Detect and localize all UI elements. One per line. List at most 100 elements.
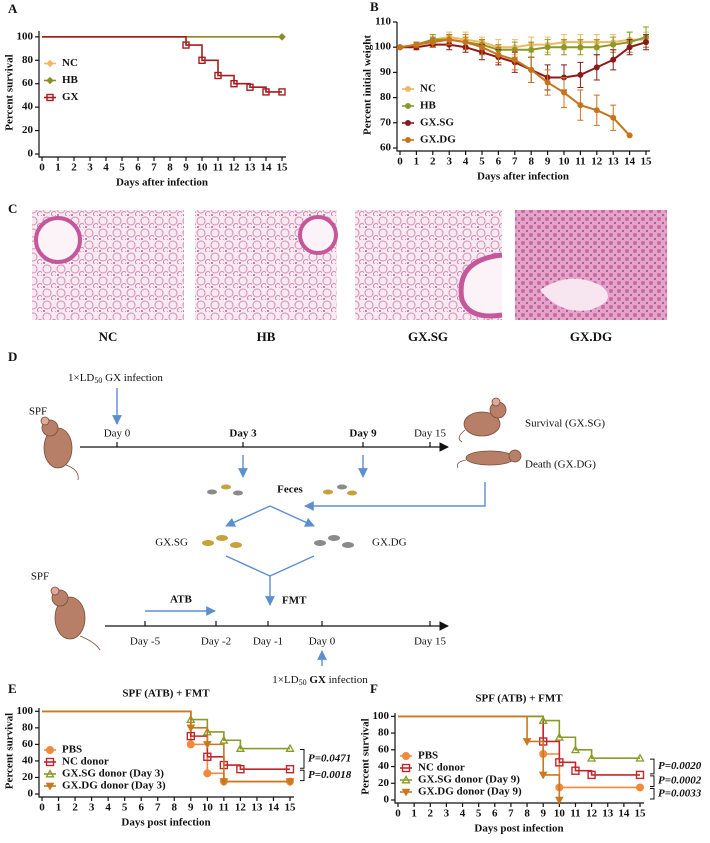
y-tick-label: 70 [380, 116, 392, 128]
series-line [398, 715, 561, 800]
significance-bracket [650, 758, 655, 775]
marker [278, 33, 286, 41]
legend-marker [401, 763, 411, 773]
x-tick-label: 13 [602, 808, 614, 820]
x-axis-label: Days post infection [121, 817, 210, 829]
marker [522, 738, 532, 746]
x-tick-label: 12 [586, 808, 598, 820]
chart-title: SPF (ATB) + FMT [475, 693, 563, 705]
x-tick-label: 2 [71, 162, 77, 174]
legend-label: GX [62, 91, 79, 103]
x-tick-label: 12 [235, 802, 247, 814]
y-tick-label: 80 [378, 727, 390, 739]
series-line [399, 36, 646, 49]
marker [235, 743, 246, 752]
marker [610, 114, 617, 121]
marker [230, 80, 238, 88]
marker [285, 764, 295, 774]
alveolar-space [540, 278, 608, 311]
x-tick-label: 0 [39, 162, 45, 174]
legend-marker [46, 59, 54, 68]
x-tick-label: 4 [463, 156, 469, 168]
x-tick-label: 11 [575, 156, 585, 168]
legend-marker [405, 86, 411, 92]
x-tick-label: 1 [55, 162, 61, 174]
marker [511, 56, 518, 63]
day-label: Day 0 [104, 428, 131, 440]
marker [429, 39, 436, 46]
marker [495, 51, 502, 58]
axis-line [394, 713, 644, 804]
marker [262, 88, 270, 96]
legend-marker [401, 775, 411, 784]
y-tick-label: 0 [28, 788, 34, 800]
x-tick-label: 1 [414, 156, 420, 168]
legend-marker [45, 769, 55, 778]
y-tick-label: 90 [380, 66, 392, 78]
day-label: Day 3 [229, 428, 257, 440]
airway [458, 252, 503, 319]
marker [219, 778, 229, 787]
y-tick-label: 60 [22, 738, 34, 750]
p-value: P=0.0002 [658, 775, 702, 787]
marker [587, 770, 596, 780]
x-tick-label: 6 [138, 802, 144, 814]
y-tick-label: 100 [17, 705, 34, 717]
legend-marker [405, 103, 411, 109]
x-axis-label: Days after infection [477, 171, 569, 183]
x-tick-label: 5 [479, 156, 485, 168]
x-tick-label: 15 [635, 808, 647, 820]
x-tick-label: 4 [105, 802, 111, 814]
p-value: P=0.0471 [308, 752, 351, 764]
panel-label: D [8, 349, 17, 364]
legend-label: HB [62, 74, 79, 86]
marker [446, 36, 453, 43]
y-tick-label: 20 [378, 777, 390, 789]
y-axis-label: Percent survival [4, 713, 16, 789]
x-tick-label: 8 [167, 162, 173, 174]
marker [577, 44, 584, 51]
x-axis-label: Days post infection [474, 823, 563, 835]
marker [246, 83, 254, 91]
group-label: GX.SG [155, 537, 188, 549]
marker [182, 41, 190, 49]
x-tick-label: 2 [72, 802, 78, 814]
x-tick-label: 9 [545, 156, 551, 168]
x-tick-label: 7 [512, 156, 518, 168]
mouse-icon [456, 449, 522, 469]
x-tick-label: 10 [202, 802, 214, 814]
day-label: Day -5 [130, 636, 161, 648]
histology-label: GX.DG [570, 329, 612, 344]
marker [635, 753, 645, 762]
arrow [225, 505, 271, 527]
marker [544, 79, 551, 86]
legend-label: NC donor [418, 762, 465, 774]
x-tick-label: 14 [268, 802, 280, 814]
marker [593, 44, 600, 51]
airway [298, 215, 338, 255]
y-tick-label: 110 [375, 16, 391, 28]
x-tick-label: 11 [570, 808, 580, 820]
marker [577, 102, 584, 109]
arrow [304, 482, 486, 511]
mouse-icon [50, 586, 101, 651]
day-label: Day -1 [253, 636, 283, 648]
histology-label: GX.SG [408, 329, 448, 344]
feces-label: Feces [277, 484, 303, 496]
x-tick-label: 4 [460, 808, 466, 820]
fmt-label: FMT [282, 595, 307, 607]
x-axis-label: Days after infection [116, 177, 208, 189]
x-tick-label: 2 [428, 808, 434, 820]
panel-label: A [8, 1, 18, 16]
marker [610, 41, 617, 48]
x-tick-label: 5 [122, 802, 128, 814]
marker [285, 778, 295, 787]
x-tick-label: 6 [135, 162, 141, 174]
marker [626, 44, 633, 51]
y-tick-label: 20 [22, 124, 34, 136]
marker [577, 71, 584, 78]
marker [278, 88, 286, 96]
day-label: Day 15 [414, 636, 447, 648]
y-tick-label: 40 [378, 760, 390, 772]
x-tick-label: 1 [56, 802, 62, 814]
